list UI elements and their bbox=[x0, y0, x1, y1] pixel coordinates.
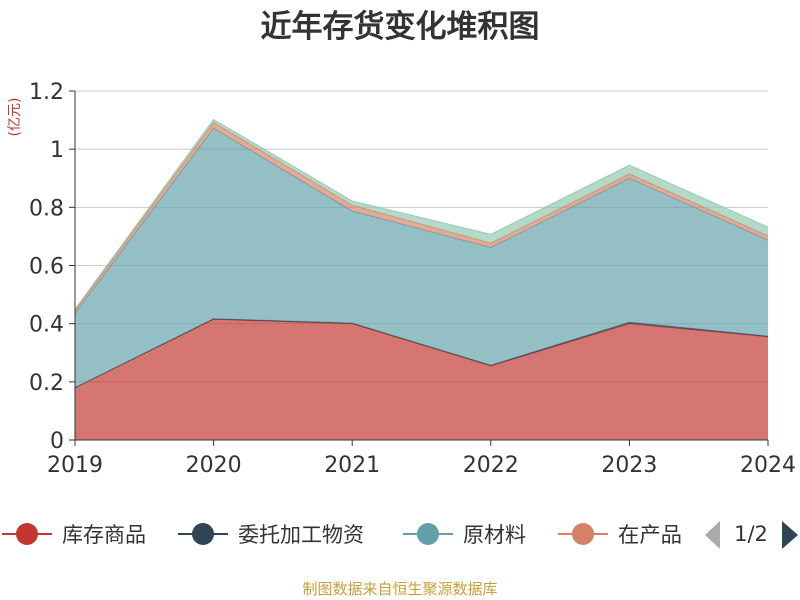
y-tick-label: 0.4 bbox=[29, 313, 64, 338]
legend-label: 库存商品 bbox=[62, 523, 146, 547]
legend: 库存商品 委托加工物资 原材料 在产品 bbox=[2, 523, 682, 547]
legend-item[interactable]: 原材料 bbox=[403, 523, 526, 547]
series-areas bbox=[74, 118, 769, 440]
series-area-库存商品 bbox=[75, 319, 768, 440]
y-tick-label: 0.8 bbox=[29, 196, 64, 221]
y-tick-labels: 0 0.2 0.4 0.6 0.8 1 1.2 bbox=[29, 80, 64, 454]
legend-item[interactable]: 库存商品 bbox=[2, 523, 146, 547]
legend-prev-arrow[interactable] bbox=[705, 521, 720, 549]
series-area-原材料 bbox=[75, 128, 768, 388]
y-unit-label: (亿元) bbox=[7, 98, 23, 137]
chart-title: 近年存货变化堆积图 bbox=[261, 9, 540, 45]
legend-marker bbox=[572, 523, 594, 545]
legend-page-indicator: 1/2 bbox=[734, 522, 768, 546]
legend-label: 委托加工物资 bbox=[238, 523, 364, 547]
legend-marker bbox=[16, 523, 38, 545]
legend-label: 原材料 bbox=[463, 523, 526, 547]
x-tick-label: 2019 bbox=[47, 453, 103, 478]
axes bbox=[69, 90, 769, 446]
legend-marker bbox=[417, 523, 439, 545]
legend-next-arrow[interactable] bbox=[782, 521, 798, 549]
legend-item[interactable]: 在产品 bbox=[558, 523, 682, 547]
legend-item[interactable]: 委托加工物资 bbox=[178, 523, 364, 547]
x-tick-label: 2022 bbox=[463, 453, 519, 478]
y-tick-label: 0.6 bbox=[29, 255, 64, 280]
legend-marker bbox=[192, 523, 214, 545]
x-tick-label: 2024 bbox=[740, 453, 796, 478]
x-tick-labels: 2019 2020 2021 2022 2023 2024 bbox=[47, 453, 796, 478]
y-tick-label: 0.2 bbox=[29, 371, 64, 396]
y-tick-label: 1.2 bbox=[29, 80, 64, 105]
y-tick-label: 0 bbox=[50, 429, 64, 454]
x-tick-label: 2023 bbox=[601, 453, 657, 478]
x-tick-label: 2021 bbox=[324, 453, 380, 478]
data-source-note: 制图数据来自恒生聚源数据库 bbox=[302, 580, 497, 598]
legend-pager: 1/2 bbox=[705, 521, 798, 549]
y-tick-label: 1 bbox=[50, 138, 64, 163]
legend-label: 在产品 bbox=[618, 523, 682, 547]
x-tick-label: 2020 bbox=[186, 453, 242, 478]
series-line bbox=[74, 118, 769, 310]
